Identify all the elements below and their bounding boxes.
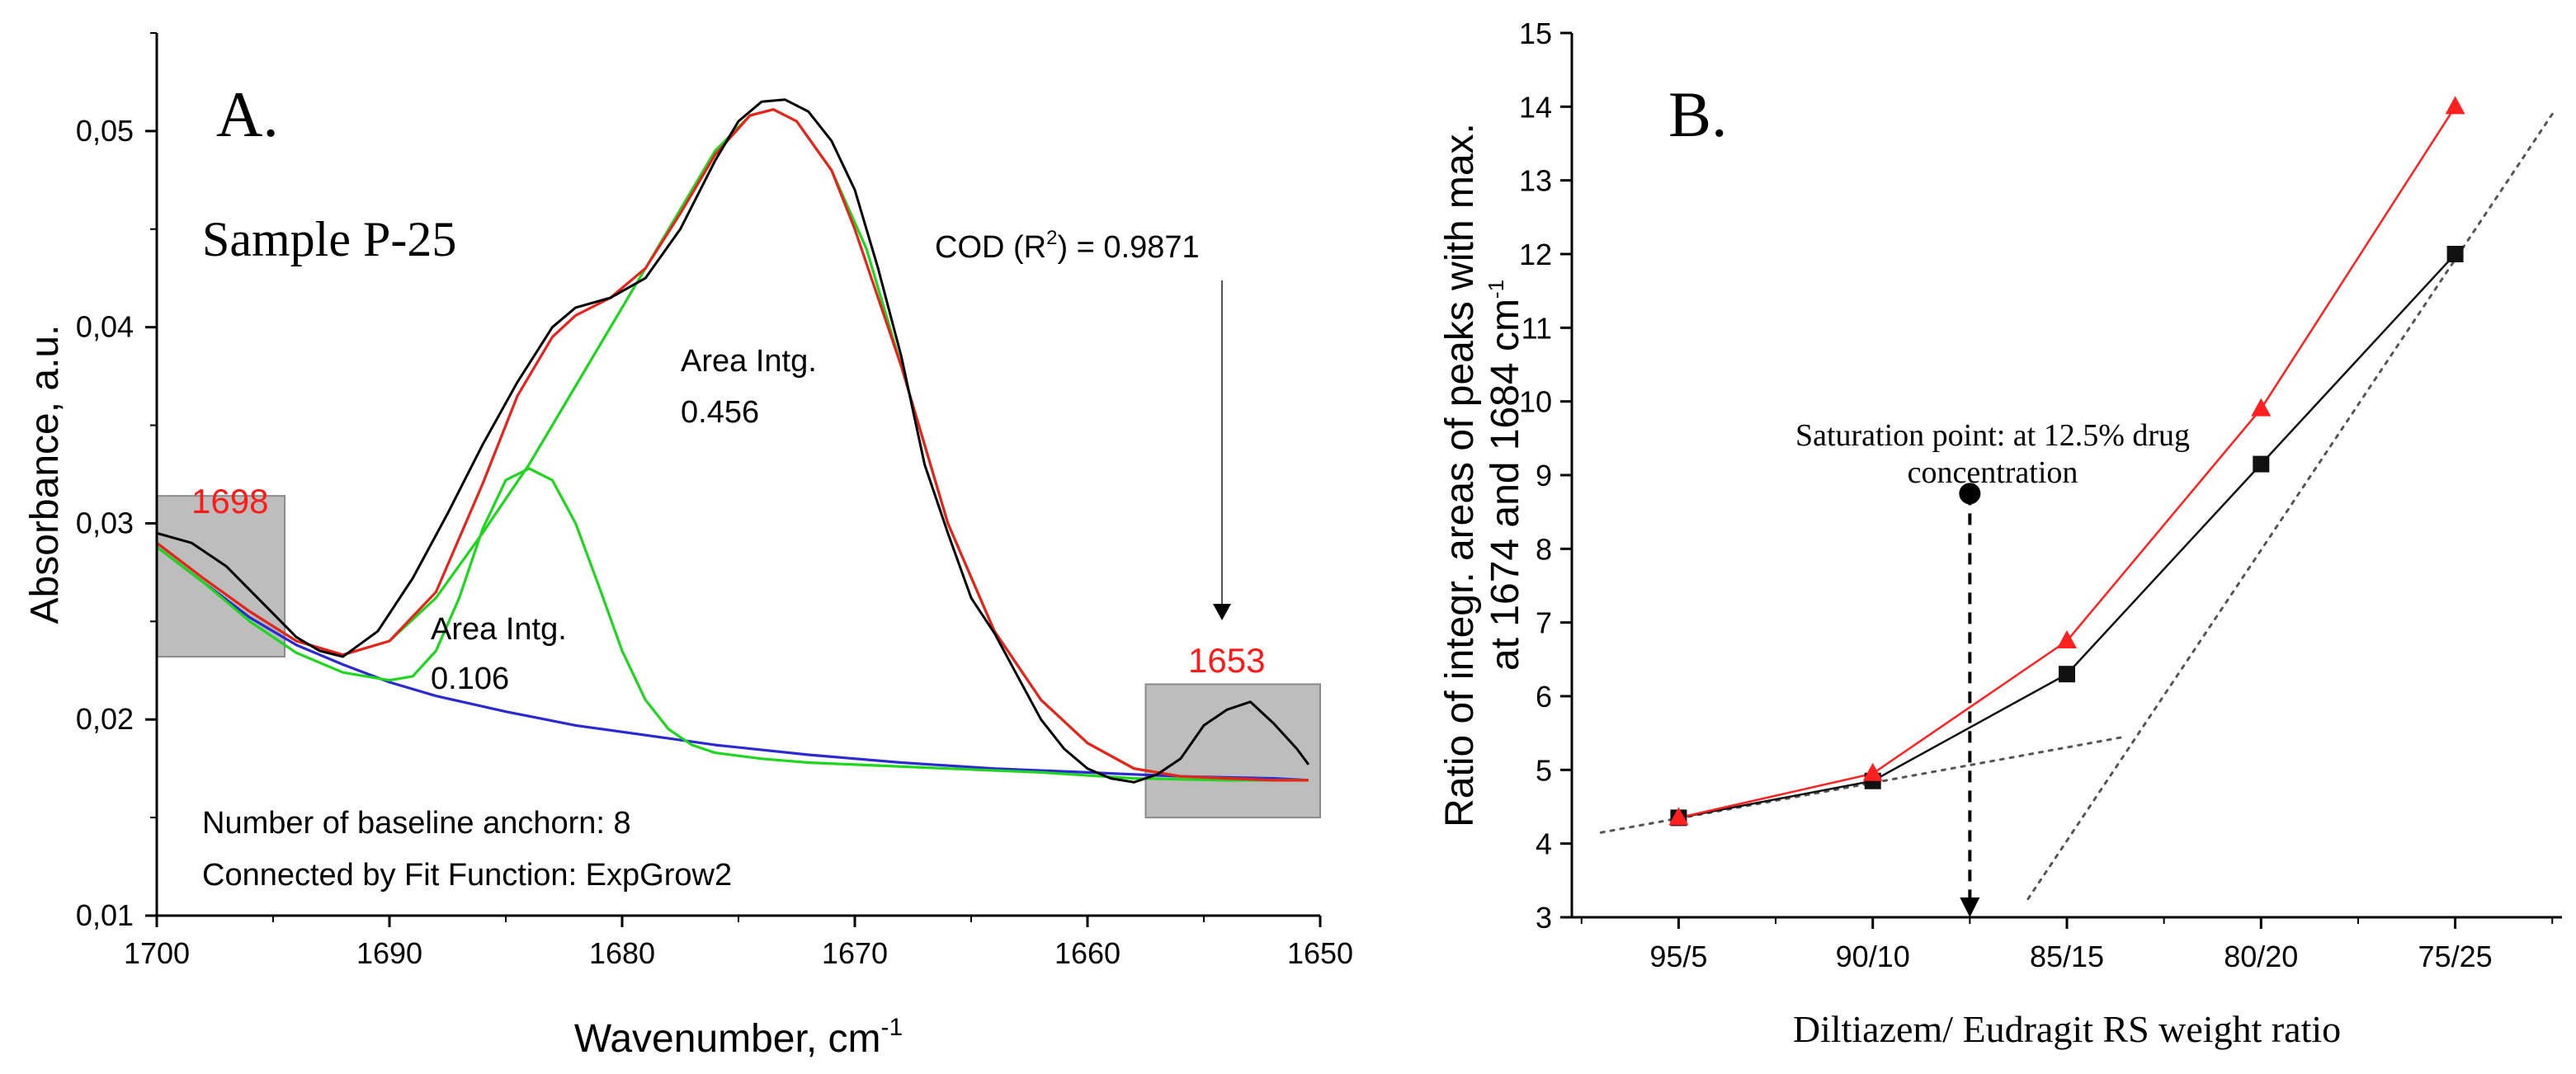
x-tick-label: 1660 <box>1054 936 1121 970</box>
data-point-triangle <box>1668 807 1689 826</box>
y-tick-label: 0,05 <box>76 114 134 148</box>
cod-annotation: COD (R2) = 0.9871 <box>935 227 1200 265</box>
cod-arrow-head <box>1213 604 1231 620</box>
y-tick-label: 0,01 <box>76 898 134 932</box>
x-tick-label: 1700 <box>124 936 190 970</box>
peak-1684-label-1: Area Intg. <box>431 612 567 647</box>
y-tick-label: 6 <box>1536 680 1552 714</box>
y-tick-label: 12 <box>1519 238 1552 271</box>
x-tick-label: 75/25 <box>2418 940 2493 973</box>
data-point-triangle <box>1862 762 1883 781</box>
sample-label: Sample P-25 <box>202 212 456 266</box>
y-tick-label: 0,02 <box>76 702 134 736</box>
box-left-label: 1698 <box>191 482 268 521</box>
series-fit <box>156 108 1309 782</box>
series-baseline <box>156 545 1309 782</box>
saturation-label-1: Saturation point: at 12.5% drug <box>1795 418 2190 453</box>
data-point-triangle <box>2445 96 2465 115</box>
y-tick-label: 4 <box>1536 827 1552 861</box>
y-tick-label: 10 <box>1519 385 1552 419</box>
peak-1674-label-1: Area Intg. <box>681 344 817 379</box>
series-measured <box>156 98 1310 784</box>
y-tick-label: 0,04 <box>76 310 134 344</box>
y-tick-label: 0,03 <box>76 506 134 539</box>
x-tick-label: 85/15 <box>2030 940 2104 973</box>
y-tick-label: 14 <box>1519 90 1552 124</box>
panel-a-x-title: Wavenumber, cm-1 <box>574 1014 903 1061</box>
y-tick-label: 11 <box>1522 311 1552 345</box>
saturation-arrow-head <box>1960 897 1980 917</box>
box-right-label: 1653 <box>1188 641 1265 680</box>
baseline-note-2: Connected by Fit Function: ExpGrow2 <box>202 858 732 893</box>
panel-b: 95/5 90/10 85/15 80/20 75/25 3 4 5 6 7 8 9 10 11 12 13… <box>1438 16 2562 1050</box>
highlight-box-right <box>1144 683 1321 819</box>
data-point-triangle <box>2251 398 2272 417</box>
panel-a-label: A. <box>216 78 279 150</box>
panel-b-x-title: Diltiazem/ Eudragit RS weight ratio <box>1793 1008 2341 1050</box>
x-tick-label: 1670 <box>822 936 888 970</box>
y-tick-label: 3 <box>1536 901 1552 935</box>
panel-b-series <box>1668 96 2465 827</box>
peak-1674-label-2: 0.456 <box>681 395 759 430</box>
data-point-triangle <box>2057 630 2077 648</box>
y-tick-label: 9 <box>1536 459 1552 492</box>
panel-b-label: B. <box>1668 78 1728 150</box>
panel-a-curves <box>156 98 1310 784</box>
panel-a-y-ticks: 0,01 0,02 0,03 0,04 0,05 <box>76 32 157 932</box>
panel-a-x-ticks: 1700 1690 1680 1670 1660 1650 <box>124 916 1353 970</box>
panel-b-plot-area <box>1572 33 2562 917</box>
high-trend <box>2026 112 2554 901</box>
y-tick-label: 15 <box>1519 16 1552 50</box>
data-point-square <box>2446 246 2464 262</box>
x-tick-label: 80/20 <box>2224 940 2298 973</box>
panel-b-y-title-1: Ratio of integr. areas of peaks with max… <box>1438 123 1482 827</box>
panel-b-y-ticks: 3 4 5 6 7 8 9 10 11 12 13 14 15 <box>1519 16 1572 935</box>
y-tick-label: 8 <box>1536 532 1552 566</box>
panel-b-x-ticks: 95/5 90/10 85/15 80/20 75/25 <box>1580 917 2554 973</box>
panel-b-y-title-2: at 1674 and 1684 cm-1 <box>1484 280 1527 671</box>
x-tick-label: 1690 <box>356 936 422 970</box>
baseline-note-1: Number of baseline anchorn: 8 <box>202 806 631 841</box>
x-tick-label: 1680 <box>589 936 655 970</box>
data-point-square <box>2059 666 2075 683</box>
saturation-label-2: concentration <box>1908 455 2078 490</box>
data-point-square <box>2253 455 2270 473</box>
saturation-annotation <box>1959 483 1981 917</box>
y-tick-label: 7 <box>1536 606 1552 640</box>
y-tick-label: 13 <box>1519 164 1552 198</box>
panel-a-plot-area <box>157 33 1320 916</box>
peak-1684-label-2: 0.106 <box>431 662 509 696</box>
x-tick-label: 90/10 <box>1836 940 1910 973</box>
panel-a: 1700 1690 1680 1670 1660 1650 0,010,020,030,0… <box>23 32 1353 1061</box>
series-component-1684 <box>156 467 1309 782</box>
x-tick-label: 95/5 <box>1649 940 1707 973</box>
y-tick-label: 5 <box>1536 753 1552 787</box>
panel-a-y-title: Absorbance, a.u. <box>23 325 67 624</box>
x-tick-label: 1650 <box>1287 936 1353 970</box>
